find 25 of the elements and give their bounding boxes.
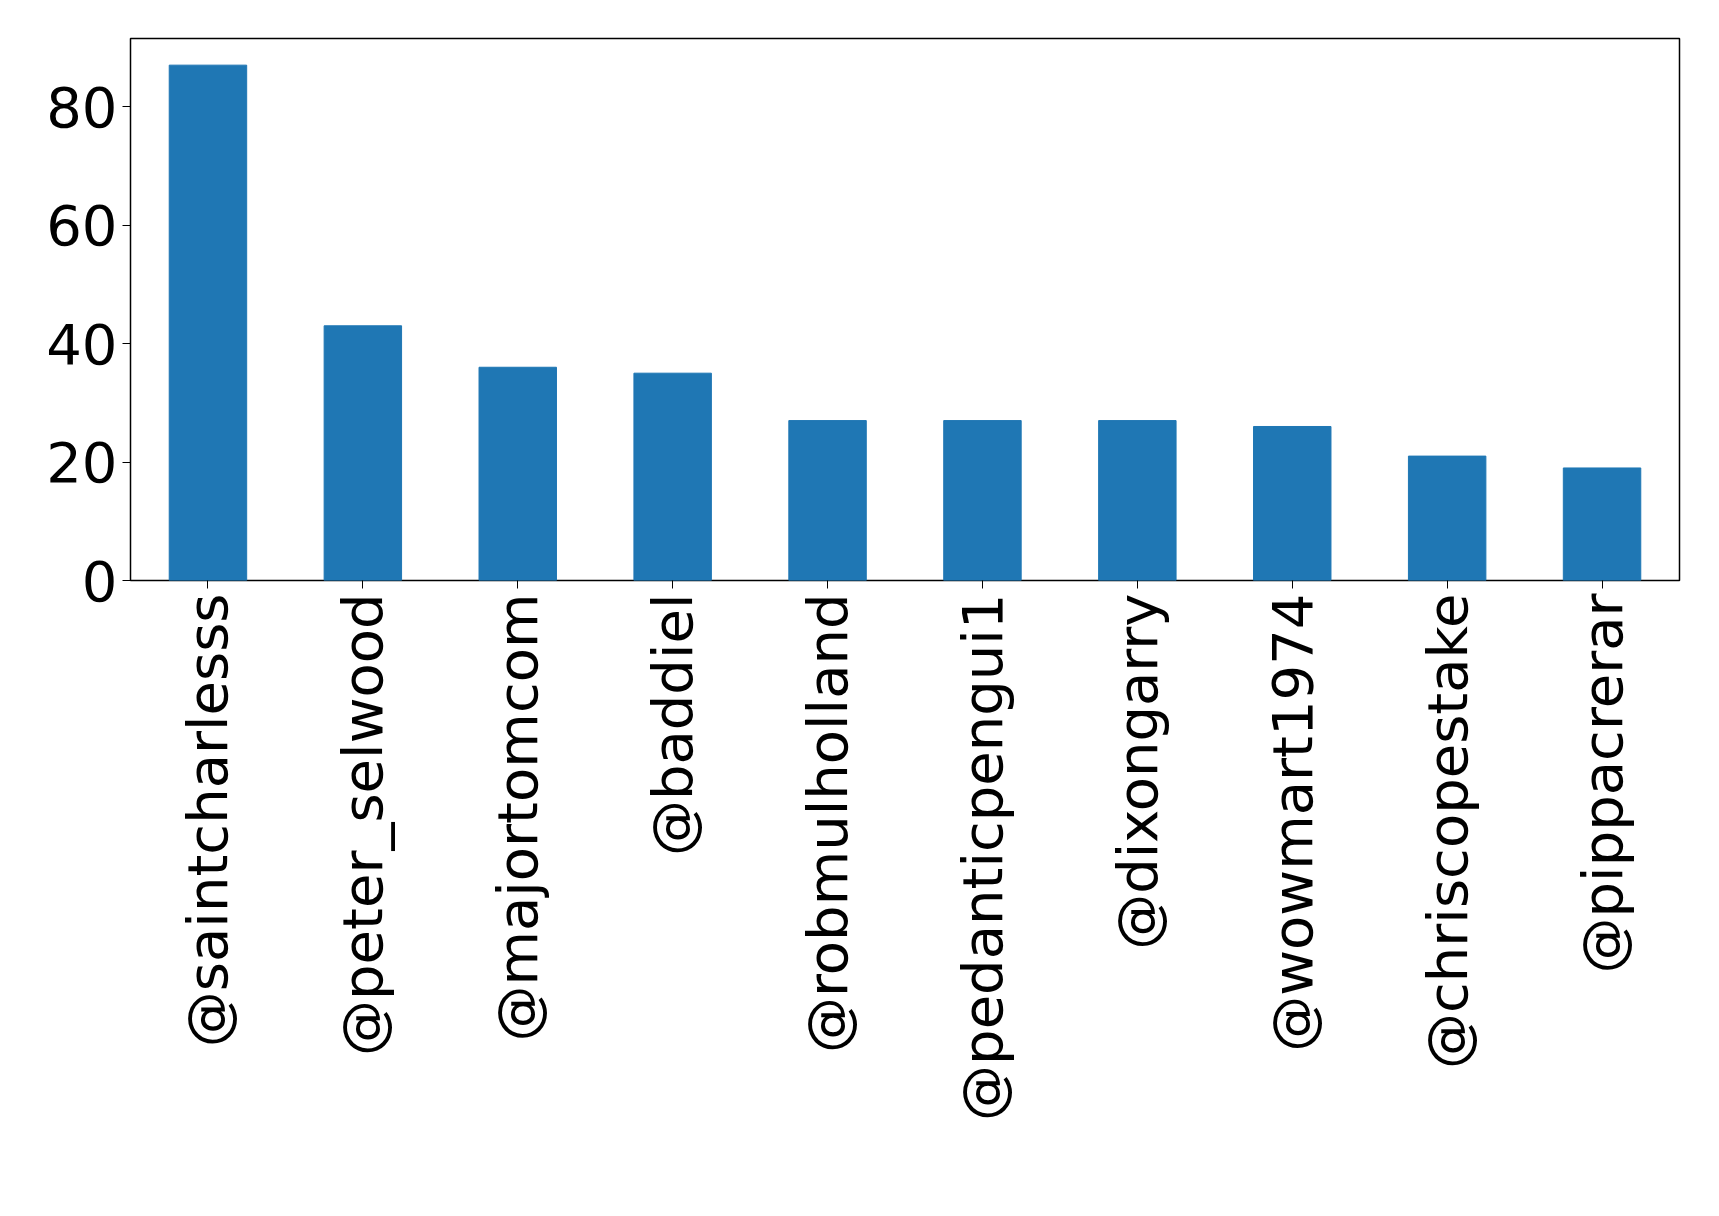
bar	[1098, 420, 1177, 581]
bar	[1407, 455, 1487, 581]
x-tick-label: @pedanticpengui1	[949, 593, 1015, 1121]
y-tick-label: 40	[46, 311, 118, 377]
x-tick-label: @peter_selwood	[330, 593, 396, 1056]
bar	[168, 64, 248, 581]
y-tick-label: 60	[46, 193, 118, 259]
bar	[1253, 425, 1332, 581]
x-tick-label: @majortomcom	[485, 593, 551, 1042]
bar	[478, 366, 557, 581]
x-tick-label: @pippacrerar	[1569, 592, 1635, 974]
x-tick-label: @wowmart1974	[1259, 593, 1325, 1052]
x-tick-label: @saintcharlesss	[175, 593, 241, 1048]
y-tick-label: 80	[46, 74, 118, 140]
bar	[1562, 467, 1642, 581]
y-tick-label: 20	[46, 430, 118, 496]
bar	[788, 420, 867, 581]
x-tick-label: @chriscopestake	[1414, 593, 1480, 1069]
x-tick-label: @robmulholland	[795, 593, 861, 1053]
x-tick-label: @baddiel	[640, 593, 706, 857]
bar	[943, 420, 1022, 581]
x-tick-label: @dixongarry	[1104, 593, 1170, 950]
bar	[633, 372, 712, 581]
bar	[323, 325, 403, 581]
y-tick-label: 0	[81, 548, 118, 614]
